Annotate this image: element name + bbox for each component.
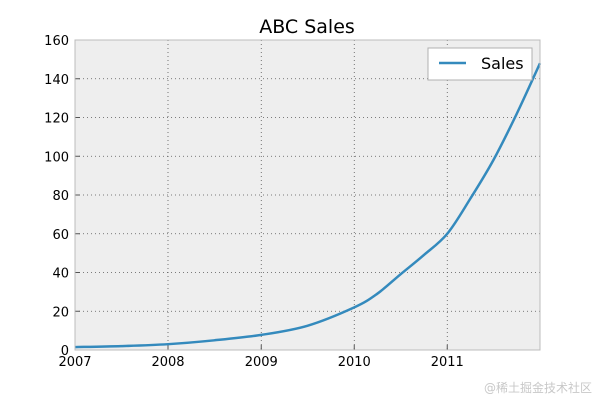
series-layer (74, 62, 542, 349)
y-tick-label: 60 (52, 228, 69, 243)
x-tick-label: 2011 (431, 355, 464, 370)
x-tick-label: 2010 (338, 355, 371, 370)
y-tick-label: 80 (52, 189, 69, 204)
watermark: @稀土掘金技术社区 (483, 381, 592, 395)
chart-title: ABC Sales (259, 16, 355, 38)
y-tick-label: 160 (44, 34, 69, 49)
y-tick-label: 20 (52, 305, 69, 320)
x-tick-label: 2008 (151, 355, 184, 370)
x-axis-ticks: 2007 2008 2009 2010 2011 (58, 345, 464, 370)
y-tick-label: 0 (61, 344, 69, 359)
legend-label-sales: Sales (481, 54, 524, 73)
plot-frame (74, 39, 541, 351)
y-tick-label: 120 (44, 112, 69, 127)
y-tick-label: 100 (44, 150, 69, 165)
y-axis-ticks: 0 20 40 60 80 100 120 140 160 (44, 34, 80, 359)
x-tick-label: 2009 (245, 355, 278, 370)
legend: Sales (427, 47, 533, 81)
series-line-sales (74, 62, 542, 349)
y-tick-label: 140 (44, 73, 69, 88)
y-tick-label: 40 (52, 267, 69, 282)
x-tick-label: 2007 (58, 355, 91, 370)
